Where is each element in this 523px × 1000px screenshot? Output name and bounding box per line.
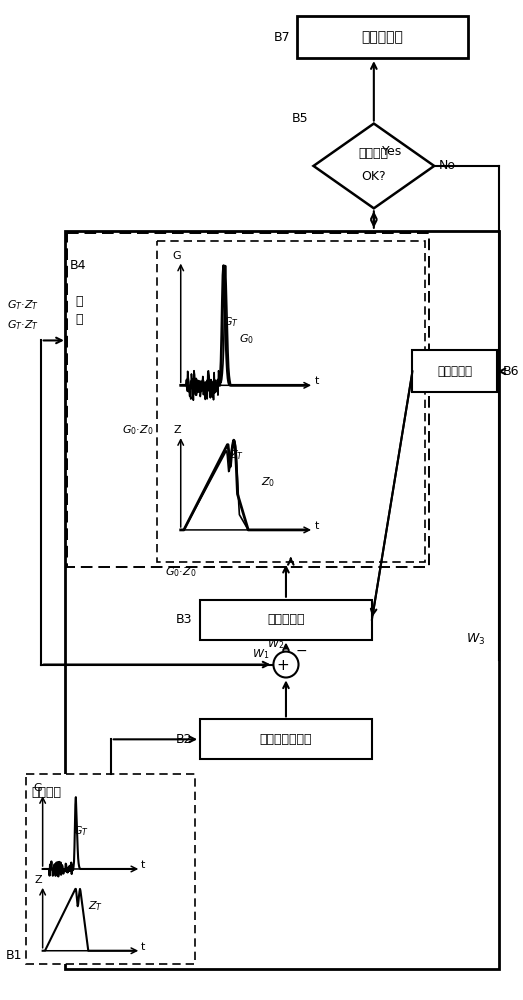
Text: t: t xyxy=(141,942,145,952)
Text: B5: B5 xyxy=(292,112,309,125)
Text: $G_0$: $G_0$ xyxy=(239,333,254,346)
Text: 波形整形部: 波形整形部 xyxy=(267,613,305,626)
Text: t: t xyxy=(315,376,319,386)
Text: $G_T$·$Z_T$: $G_T$·$Z_T$ xyxy=(7,299,39,312)
Text: 精度判定: 精度判定 xyxy=(359,147,389,160)
FancyBboxPatch shape xyxy=(200,719,372,759)
Text: $W_3$: $W_3$ xyxy=(465,632,485,647)
Text: $Z_T$: $Z_T$ xyxy=(229,448,244,462)
Text: t: t xyxy=(315,521,319,531)
Polygon shape xyxy=(313,124,434,208)
FancyBboxPatch shape xyxy=(413,350,497,392)
Text: $W_2$: $W_2$ xyxy=(267,638,284,651)
Text: B1: B1 xyxy=(6,949,22,962)
Text: Z: Z xyxy=(173,425,180,435)
Text: 速度制御部: 速度制御部 xyxy=(361,30,403,44)
FancyBboxPatch shape xyxy=(65,231,499,969)
Text: $W_1$: $W_1$ xyxy=(252,648,269,661)
Text: $Z_T$: $Z_T$ xyxy=(88,899,104,913)
Text: Z: Z xyxy=(34,875,42,885)
FancyBboxPatch shape xyxy=(26,774,195,964)
FancyBboxPatch shape xyxy=(297,16,469,58)
FancyBboxPatch shape xyxy=(156,241,425,562)
Text: No: No xyxy=(439,159,456,172)
Text: B2: B2 xyxy=(176,733,192,746)
Text: $G_T$: $G_T$ xyxy=(223,316,239,329)
Text: Yes: Yes xyxy=(382,145,402,158)
Text: 誤差修正部: 誤差修正部 xyxy=(437,365,472,378)
Circle shape xyxy=(274,652,299,678)
Text: t: t xyxy=(141,860,145,870)
Text: G: G xyxy=(33,783,42,793)
Text: B4: B4 xyxy=(70,259,86,272)
Text: +: + xyxy=(277,658,289,673)
Text: $G_0$·$Z_0$: $G_0$·$Z_0$ xyxy=(165,565,197,579)
Text: 比
較: 比 較 xyxy=(76,295,83,326)
Text: B6: B6 xyxy=(502,365,519,378)
Text: B3: B3 xyxy=(176,613,192,626)
Text: $Z_0$: $Z_0$ xyxy=(260,475,275,489)
Text: −: − xyxy=(295,644,307,658)
FancyBboxPatch shape xyxy=(200,600,372,640)
FancyBboxPatch shape xyxy=(67,233,429,567)
Text: $G_0$·$Z_0$: $G_0$·$Z_0$ xyxy=(121,423,153,437)
Text: $G_T$: $G_T$ xyxy=(73,824,89,838)
Text: G: G xyxy=(173,251,181,261)
Text: 油圧駆動入力部: 油圧駆動入力部 xyxy=(260,733,312,746)
Text: B7: B7 xyxy=(274,31,291,44)
Text: OK?: OK? xyxy=(361,170,386,183)
Text: 目標波形: 目標波形 xyxy=(31,786,61,799)
Text: $G_T$·$Z_T$: $G_T$·$Z_T$ xyxy=(7,319,39,332)
